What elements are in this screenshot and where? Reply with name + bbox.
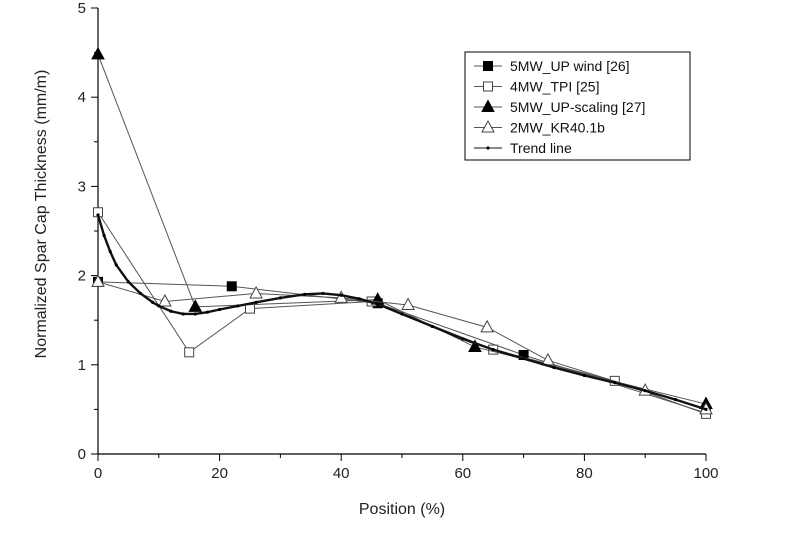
data-point	[158, 293, 172, 307]
x-tick-label: 40	[333, 465, 350, 482]
data-point	[643, 389, 647, 393]
y-tick-label: 0	[78, 446, 86, 463]
x-ticks: 0 20 40 60 80 100	[94, 454, 719, 482]
data-point	[96, 213, 100, 217]
data-point	[339, 293, 343, 297]
legend-marker	[483, 81, 493, 92]
data-point	[138, 291, 143, 296]
series-2mw-kr40-1b	[91, 274, 713, 415]
data-point	[108, 249, 112, 254]
legend-label: Trend line	[510, 140, 572, 156]
data-point	[218, 307, 222, 312]
x-tick-label: 100	[693, 465, 718, 482]
data-point	[541, 352, 555, 366]
data-point	[236, 304, 240, 308]
data-point	[245, 303, 255, 314]
data-point	[480, 319, 494, 333]
data-point	[430, 324, 434, 329]
data-point	[321, 291, 325, 296]
legend-item-2mw-kr40-1b: 2MW_KR40.1b	[474, 120, 605, 136]
legend-item-5mw-up-scaling-27: 5MW_UP-scaling [27]	[474, 99, 645, 115]
x-axis-title: Position (%)	[359, 501, 445, 518]
data-point	[157, 304, 161, 308]
data-point	[613, 381, 617, 385]
x-tick-label: 80	[576, 465, 593, 482]
data-point	[491, 348, 495, 352]
data-point	[102, 233, 106, 238]
data-point	[400, 312, 404, 316]
x-tick-label: 0	[94, 465, 102, 482]
legend-label: 4MW_TPI [25]	[510, 79, 599, 95]
legend-label: 2MW_KR40.1b	[510, 120, 605, 136]
data-point	[582, 373, 587, 378]
legend-label: 5MW_UP-scaling [27]	[510, 99, 645, 115]
data-point	[181, 312, 185, 316]
data-point	[254, 300, 258, 304]
legend-item-4mw-tpi-25: 4MW_TPI [25]	[474, 79, 599, 95]
data-point	[522, 356, 526, 361]
data-point	[188, 299, 203, 312]
data-point	[552, 365, 556, 370]
data-point	[278, 296, 282, 300]
data-point	[226, 281, 237, 292]
y-ticks: 0 1 2 3 4 5	[78, 0, 98, 463]
legend: 5MW_UP wind [26] 4MW_TPI [25] 5MW_UP-scali…	[464, 51, 691, 161]
data-point	[91, 46, 105, 60]
data-point	[376, 302, 380, 306]
data-point	[114, 263, 118, 267]
data-point	[193, 312, 197, 316]
x-tick-label: 20	[211, 465, 228, 482]
legend-item-5mw-up-wind-26: 5MW_UP wind [26]	[474, 58, 630, 74]
series-line	[96, 214, 707, 411]
legend-marker	[481, 119, 495, 133]
legend-marker	[481, 99, 495, 112]
legend-label: 5MW_UP wind [26]	[510, 58, 630, 74]
data-point	[674, 397, 678, 402]
y-tick-label: 3	[78, 178, 86, 195]
legend-marker	[483, 61, 493, 71]
legend-marker	[486, 146, 490, 150]
y-tick-label: 1	[78, 357, 86, 374]
x-tick-label: 60	[454, 465, 471, 482]
data-point	[704, 407, 708, 411]
data-point	[184, 347, 195, 358]
y-axis-title: Normalized Spar Cap Thickness (mm/m)	[33, 70, 50, 359]
data-point	[249, 285, 263, 299]
data-point	[303, 292, 307, 296]
data-point	[461, 337, 465, 341]
series-line	[97, 281, 707, 410]
legend-item-trend-line: Trend line	[474, 140, 572, 156]
data-point	[468, 339, 482, 352]
data-point	[91, 274, 105, 287]
legend-box	[464, 51, 691, 161]
data-point	[126, 280, 130, 284]
legend-items: 5MW_UP wind [26] 4MW_TPI [25] 5MW_UP-scali…	[474, 58, 645, 156]
y-tick-label: 4	[78, 89, 86, 106]
y-tick-label: 2	[78, 268, 86, 285]
data-point	[357, 297, 362, 301]
data-point	[169, 309, 173, 313]
series-trend-line	[96, 213, 708, 411]
series-layer	[91, 46, 713, 419]
plot-area: 0 20 40 60 80 100 0 1 2 3 4 5	[78, 0, 719, 482]
data-point	[151, 300, 155, 304]
y-tick-label: 5	[78, 0, 86, 17]
data-point	[401, 297, 415, 311]
data-point	[205, 310, 210, 314]
